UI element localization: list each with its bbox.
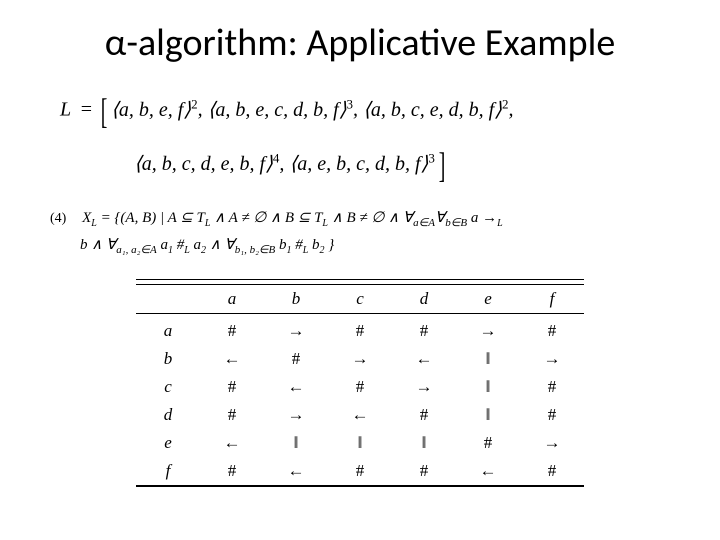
- forall-2: ∀: [435, 210, 445, 226]
- a2: a: [194, 237, 202, 253]
- row-label: b: [136, 345, 200, 373]
- relation-cell: #: [200, 317, 264, 345]
- relation-table: a b c d e f a#→##→#b←#→←‖→c#←#→‖#d#→←#‖#…: [136, 279, 584, 486]
- b2-sub: 2: [320, 245, 325, 256]
- a1-sub: 1: [168, 245, 173, 256]
- relation-cell: ←: [392, 345, 456, 373]
- def-tail1: a →: [471, 210, 497, 226]
- relation-cell: ←: [456, 457, 520, 486]
- relation-cell: ←: [264, 373, 328, 401]
- relation-cell: ‖: [456, 345, 520, 373]
- col-b: b: [264, 285, 328, 314]
- q-a: a∈A: [413, 217, 435, 229]
- relation-cell: ‖: [456, 401, 520, 429]
- relation-cell: ←: [328, 401, 392, 429]
- close-bracket: ]: [439, 138, 446, 192]
- term-3: ⟨a, b, c, e, d, b, f⟩2: [363, 99, 508, 121]
- relation-cell: ‖: [456, 373, 520, 401]
- a1: a: [160, 237, 168, 253]
- relation-cell: ‖: [392, 429, 456, 457]
- table-row: e←‖‖‖#→: [136, 429, 584, 457]
- relation-cell: →: [520, 429, 584, 457]
- row-label: e: [136, 429, 200, 457]
- relation-cell: #: [200, 457, 264, 486]
- row-label: f: [136, 457, 200, 486]
- relation-cell: ‖: [264, 429, 328, 457]
- slide: α-algorithm: Applicative Example L = [ ⟨…: [0, 0, 720, 540]
- def-mid5: ∧ ∀: [210, 237, 235, 253]
- relation-cell: →: [520, 345, 584, 373]
- x-definition: (4) XL = {(A, B) | A ⊆ TL ∧ A ≠ ∅ ∧ B ⊆ …: [50, 206, 670, 259]
- formula-lhs: L: [60, 99, 71, 121]
- relation-cell: #: [392, 401, 456, 429]
- q-b12: b₁, b₂∈B: [235, 244, 275, 256]
- relation-cell: →: [456, 317, 520, 345]
- def-mid2: ∧ B ≠ ∅ ∧ ∀: [332, 210, 413, 226]
- relation-cell: #: [392, 317, 456, 345]
- row-label: a: [136, 317, 200, 345]
- q-b: b∈B: [445, 217, 467, 229]
- relation-cell: #: [328, 317, 392, 345]
- term-5: ⟨a, e, b, c, d, b, f⟩3: [289, 153, 434, 175]
- b2: b: [312, 237, 320, 253]
- relation-cell: ←: [200, 429, 264, 457]
- table-bottom-rule: [136, 486, 584, 487]
- relation-cell: #: [520, 317, 584, 345]
- def-body: = {(A, B) | A ⊆ T: [101, 210, 205, 226]
- relation-cell: #: [200, 401, 264, 429]
- log-formula: L = [ ⟨a, b, e, f⟩2, ⟨a, b, e, c, d, b, …: [60, 84, 660, 192]
- sub-tl-1: L: [205, 218, 211, 229]
- relation-cell: ←: [264, 457, 328, 486]
- col-a: a: [200, 285, 264, 314]
- relation-cell: →: [264, 401, 328, 429]
- b1-sub: 1: [286, 245, 291, 256]
- relation-cell: ‖: [328, 429, 392, 457]
- hash-2: #: [295, 237, 303, 253]
- def-mid1: ∧ A ≠ ∅ ∧ B ⊆ T: [214, 210, 322, 226]
- col-d: d: [392, 285, 456, 314]
- open-bracket: [: [101, 84, 108, 138]
- relation-cell: →: [328, 345, 392, 373]
- sub-tl-2: L: [322, 218, 328, 229]
- table-row: c#←#→‖#: [136, 373, 584, 401]
- relation-cell: ←: [200, 345, 264, 373]
- q-a12: a₁, a₂∈A: [116, 244, 156, 256]
- page-title: α-algorithm: Applicative Example: [40, 20, 680, 66]
- table-row: b←#→←‖→: [136, 345, 584, 373]
- eq: =: [76, 99, 97, 121]
- term-4: ⟨a, b, c, d, e, b, f⟩4: [134, 153, 279, 175]
- a2-sub: 2: [201, 245, 206, 256]
- relation-cell: →: [392, 373, 456, 401]
- relation-cell: #: [392, 457, 456, 486]
- hash-1-sub: L: [184, 245, 190, 256]
- arrow-sub: L: [497, 218, 503, 229]
- relation-cell: #: [328, 457, 392, 486]
- def-line2a: b ∧ ∀: [80, 237, 116, 253]
- col-f: f: [520, 285, 584, 314]
- term-1: ⟨a, b, e, f⟩2: [111, 99, 198, 121]
- def-number: (4): [50, 211, 66, 226]
- col-e: e: [456, 285, 520, 314]
- def-close: }: [328, 237, 334, 253]
- col-c: c: [328, 285, 392, 314]
- relation-cell: #: [264, 345, 328, 373]
- table-row: f#←##←#: [136, 457, 584, 486]
- relation-cell: #: [200, 373, 264, 401]
- hash-2-sub: L: [303, 245, 309, 256]
- relation-cell: #: [520, 457, 584, 486]
- relation-cell: #: [456, 429, 520, 457]
- x-head-sub: L: [91, 218, 97, 229]
- relation-cell: #: [520, 401, 584, 429]
- row-label: d: [136, 401, 200, 429]
- table-header-row: a b c d e f: [136, 285, 584, 314]
- relation-cell: #: [328, 373, 392, 401]
- relation-cell: #: [520, 373, 584, 401]
- table-row: a#→##→#: [136, 317, 584, 345]
- relation-cell: →: [264, 317, 328, 345]
- x-head: X: [82, 210, 91, 226]
- term-2: ⟨a, b, e, c, d, b, f⟩3: [208, 99, 353, 121]
- row-label: c: [136, 373, 200, 401]
- table-row: d#→←#‖#: [136, 401, 584, 429]
